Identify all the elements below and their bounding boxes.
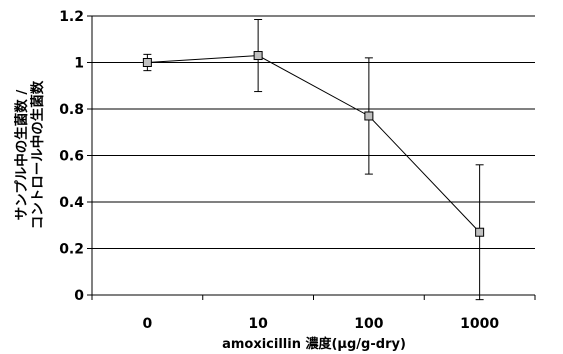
y-tick-label: 0 [74,288,84,304]
y-axis-label: サンプル中の生菌数 / コントロール中の生菌数 [13,80,46,229]
x-axis-label: amoxicillin 濃度(μg/g-dry) [222,336,406,352]
x-tick-label: 100 [354,316,383,332]
data-point [364,111,374,121]
x-tick-label: 1000 [460,316,499,332]
data-point [475,227,485,237]
y-tick-label: 0.6 [59,149,84,165]
data-point [142,58,152,67]
gridlines [92,15,535,249]
x-tick-labels: 0 10 100 1000 [143,316,500,332]
data-point [253,51,263,61]
y-tick-label: 1.2 [59,9,84,25]
series-line [147,55,480,233]
axes [87,15,536,300]
y-axis-label-line1: サンプル中の生菌数 / [13,90,30,221]
y-tick-label: 0.2 [59,242,84,258]
y-tick-label: 1 [74,56,84,72]
y-tick-labels: 0 0.2 0.4 0.6 0.8 1 1.2 [59,9,84,304]
y-tick-label: 0.4 [59,195,84,211]
x-tick-label: 10 [248,316,268,332]
data-series [142,18,485,301]
x-tick-label: 0 [143,316,153,332]
y-axis-label-line2: コントロール中の生菌数 [29,80,46,229]
y-tick-label: 0.8 [59,102,84,118]
